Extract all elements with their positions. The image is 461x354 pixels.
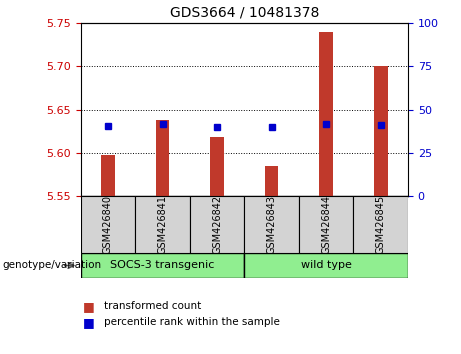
Bar bbox=[101, 155, 115, 196]
Text: genotype/variation: genotype/variation bbox=[2, 261, 101, 270]
Bar bbox=[244, 253, 408, 278]
Bar bbox=[354, 196, 408, 253]
Text: GSM426841: GSM426841 bbox=[158, 195, 167, 254]
Bar bbox=[265, 166, 278, 196]
Bar bbox=[374, 67, 388, 196]
Bar bbox=[299, 196, 354, 253]
Bar bbox=[135, 196, 190, 253]
Text: GSM426843: GSM426843 bbox=[266, 195, 277, 254]
Text: ■: ■ bbox=[83, 300, 95, 313]
Bar bbox=[190, 196, 244, 253]
Bar bbox=[319, 32, 333, 196]
Text: wild type: wild type bbox=[301, 261, 352, 270]
Text: ■: ■ bbox=[83, 316, 95, 329]
Text: SOCS-3 transgenic: SOCS-3 transgenic bbox=[110, 261, 215, 270]
Bar bbox=[81, 253, 244, 278]
Text: GSM426840: GSM426840 bbox=[103, 195, 113, 254]
Bar bbox=[210, 137, 224, 196]
Title: GDS3664 / 10481378: GDS3664 / 10481378 bbox=[170, 5, 319, 19]
Bar bbox=[244, 196, 299, 253]
Bar bbox=[156, 120, 169, 196]
Text: GSM426844: GSM426844 bbox=[321, 195, 331, 254]
Text: transformed count: transformed count bbox=[104, 301, 201, 311]
Bar bbox=[81, 196, 135, 253]
Text: GSM426845: GSM426845 bbox=[376, 195, 386, 255]
Text: percentile rank within the sample: percentile rank within the sample bbox=[104, 317, 280, 327]
Text: GSM426842: GSM426842 bbox=[212, 195, 222, 255]
